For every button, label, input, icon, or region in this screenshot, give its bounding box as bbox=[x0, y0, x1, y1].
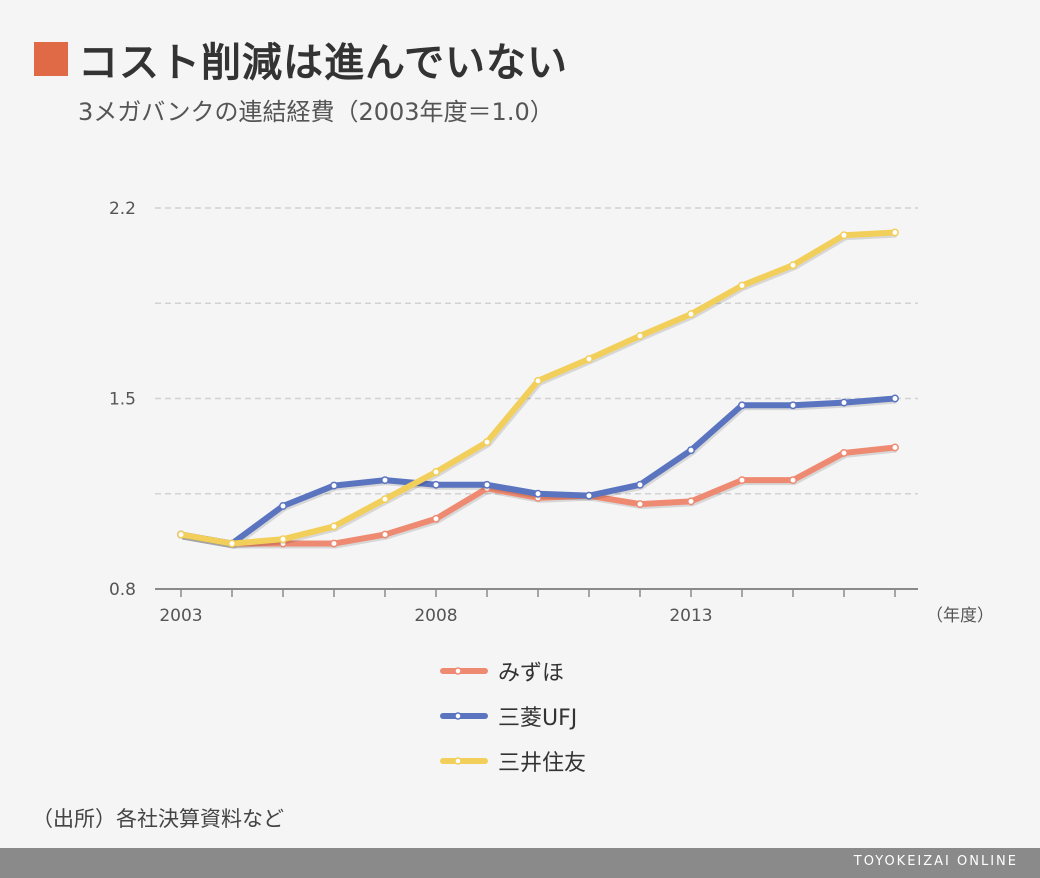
chart-subtitle: 3メガバンクの連結経費（2003年度＝1.0） bbox=[78, 98, 554, 126]
y-tick-label: 1.5 bbox=[109, 390, 136, 410]
data-point bbox=[738, 476, 746, 485]
data-point bbox=[381, 476, 389, 485]
data-point bbox=[330, 522, 338, 531]
series-line-shadow bbox=[181, 397, 897, 549]
data-point bbox=[177, 530, 185, 539]
source-note: （出所）各社決算資料など bbox=[32, 807, 284, 831]
data-point bbox=[228, 539, 236, 548]
data-point bbox=[789, 476, 797, 485]
legend-swatch bbox=[440, 756, 488, 765]
legend-item: みずほ bbox=[440, 648, 586, 693]
data-point bbox=[636, 480, 644, 489]
data-point bbox=[891, 443, 899, 452]
x-axis-label: （年度） bbox=[926, 606, 994, 626]
title-block: コスト削減は進んでいない bbox=[34, 30, 568, 88]
footer-brand: TOYOKEIZAI ONLINE bbox=[853, 854, 1018, 869]
data-point bbox=[636, 500, 644, 509]
series-1 bbox=[177, 394, 899, 549]
series-line bbox=[178, 395, 898, 547]
legend-label: みずほ bbox=[498, 660, 565, 686]
data-point bbox=[738, 281, 746, 290]
data-point bbox=[891, 394, 899, 403]
legend-swatch bbox=[440, 711, 488, 720]
data-point bbox=[432, 480, 440, 489]
data-point bbox=[534, 489, 542, 498]
x-tick-label: 2003 bbox=[159, 606, 202, 626]
legend-label: 三菱UFJ bbox=[498, 705, 578, 731]
data-point bbox=[636, 331, 644, 340]
data-point bbox=[330, 481, 338, 490]
legend-swatch bbox=[440, 666, 488, 675]
data-point bbox=[432, 468, 440, 476]
data-point bbox=[279, 535, 287, 544]
legend-item: 三井住友 bbox=[440, 738, 586, 783]
data-point bbox=[585, 355, 593, 363]
data-point bbox=[432, 514, 440, 523]
legend: みずほ三菱UFJ 三井住友 bbox=[440, 648, 586, 783]
x-tick-label: 2008 bbox=[414, 606, 457, 626]
data-point bbox=[330, 539, 338, 548]
chart-title: コスト削減は進んでいない bbox=[78, 40, 568, 86]
x-tick-label: 2013 bbox=[669, 606, 712, 626]
y-tick-label: 0.8 bbox=[109, 580, 136, 600]
data-point bbox=[381, 495, 389, 504]
footer-bar: TOYOKEIZAI ONLINE bbox=[0, 848, 1040, 878]
data-point bbox=[534, 376, 542, 385]
y-tick-label: 2.2 bbox=[109, 199, 136, 219]
data-point bbox=[483, 480, 491, 489]
data-point bbox=[279, 502, 287, 510]
data-point bbox=[687, 310, 695, 319]
data-point bbox=[687, 446, 695, 455]
data-point bbox=[891, 228, 899, 237]
data-point bbox=[738, 401, 746, 410]
data-point bbox=[840, 231, 848, 240]
data-point bbox=[585, 491, 593, 500]
legend-item: 三菱UFJ bbox=[440, 693, 586, 738]
legend-label: 三井住友 bbox=[498, 750, 587, 776]
data-point bbox=[381, 530, 389, 539]
data-point bbox=[687, 497, 695, 506]
title-marker-square bbox=[34, 42, 68, 76]
data-point bbox=[840, 448, 848, 457]
data-point bbox=[840, 398, 848, 407]
data-point bbox=[789, 401, 797, 410]
data-point bbox=[789, 261, 797, 270]
series-2 bbox=[177, 228, 899, 549]
data-point bbox=[483, 438, 491, 446]
